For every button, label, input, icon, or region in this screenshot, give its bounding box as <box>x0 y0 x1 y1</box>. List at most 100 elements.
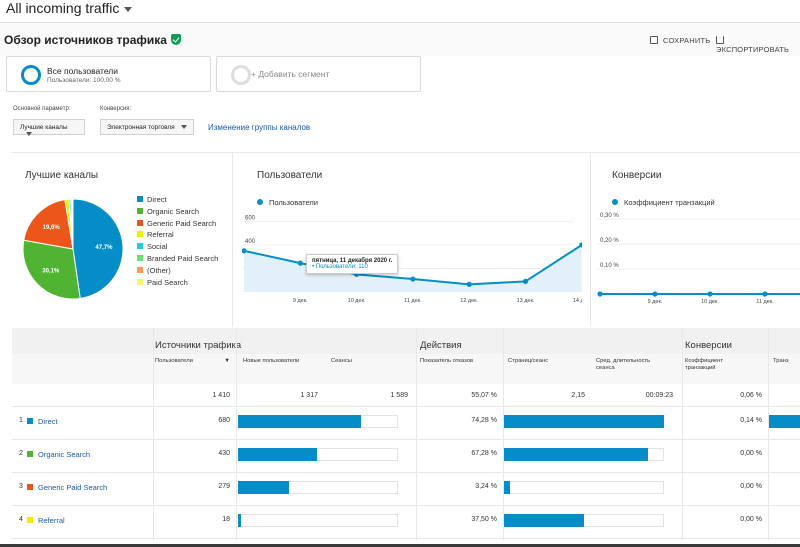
col-transactions[interactable]: Транз <box>773 358 789 364</box>
primary-dimension-select[interactable]: Лучшие каналы <box>13 119 85 137</box>
row-channel-link[interactable]: Organic Search <box>38 450 91 459</box>
users-point[interactable] <box>410 276 416 282</box>
pie-legend-item[interactable]: Organic Search <box>137 207 218 219</box>
pie-legend-item[interactable]: Direct <box>137 195 218 207</box>
conv-point[interactable] <box>597 291 603 297</box>
x-tick-label: 11 дек. <box>404 298 422 304</box>
row-channel-link[interactable]: Direct <box>38 417 58 426</box>
conversion-line-chart: 0,30 % 0,20 % 0,10 % 9 дек. 10 дек. 11 дек. <box>596 213 800 305</box>
row-divider <box>12 472 800 473</box>
group-acquisition: Источники трафика <box>155 340 242 351</box>
panel-divider <box>232 152 233 327</box>
conv-series-legend: Коэффициент транзакций <box>612 198 715 207</box>
export-button[interactable]: ЭКСПОРТИРОВАТЬ <box>716 36 800 54</box>
bar-pages <box>504 448 648 461</box>
users-point[interactable] <box>297 260 303 266</box>
total-new-users: 1 317 <box>300 392 318 399</box>
x-tick-label: 12 дек. <box>460 298 478 304</box>
col-sessions[interactable]: Сеансы <box>331 358 352 364</box>
col-conv-rate[interactable]: Коэффициент транзакций <box>685 358 723 371</box>
bar-sessions <box>238 514 241 527</box>
table-col-header <box>12 354 800 384</box>
pie-legend-item[interactable]: Paid Search <box>137 278 218 290</box>
row-divider <box>12 505 800 506</box>
pie-legend-item[interactable]: (Other) <box>137 266 218 278</box>
primary-dimension-label: Основной параметр: <box>13 106 71 112</box>
legend-label: (Other) <box>147 265 171 275</box>
pie-slice-label: 19,6% <box>43 225 61 231</box>
save-icon <box>650 36 658 44</box>
export-icon <box>716 36 724 44</box>
x-tick-label: 9 дек. <box>293 298 308 304</box>
legend-label: Organic Search <box>147 206 200 216</box>
col-pages[interactable]: Страниц/сеанс <box>508 358 549 364</box>
legend-label: Branded Paid Search <box>147 253 219 263</box>
conv-series-label: Коэффициент транзакций <box>624 198 715 207</box>
empty-ring-icon <box>231 65 251 85</box>
col-bounce[interactable]: Показатель отказов <box>420 358 474 364</box>
pie-legend: Direct Organic Search Generic Paid Search R… <box>137 195 218 289</box>
column-divider <box>768 328 769 540</box>
row-channel-link[interactable]: Generic Paid Search <box>38 483 108 492</box>
row-users: 279 <box>218 483 230 490</box>
pie-slice-0[interactable] <box>72 198 124 300</box>
column-divider <box>682 328 683 540</box>
column-divider <box>153 328 154 540</box>
y-tick-label: 0,10 % <box>600 263 619 269</box>
bar-track <box>238 514 398 527</box>
legend-swatch <box>137 243 143 250</box>
conv-point[interactable] <box>762 291 768 297</box>
row-bounce: 74,28 % <box>471 417 497 424</box>
table-group-header <box>12 328 800 354</box>
bottom-edge <box>0 544 800 547</box>
segment-all-users[interactable]: Все пользователи Пользователи: 100,00 % <box>6 56 211 92</box>
conv-point[interactable] <box>707 291 713 297</box>
pie-legend-item[interactable]: Generic Paid Search <box>137 219 218 231</box>
pie-legend-item[interactable]: Referral <box>137 230 218 242</box>
group-behavior: Действия <box>420 340 462 351</box>
change-channel-group-link[interactable]: Изменение группы каналов <box>208 123 311 132</box>
row-number: 3 <box>19 483 23 490</box>
pie-slice-1[interactable] <box>22 239 81 300</box>
primary-dimension-value: Лучшие каналы <box>20 124 68 131</box>
users-point[interactable] <box>242 248 247 254</box>
pie-legend-item[interactable]: Branded Paid Search <box>137 254 218 266</box>
col-new-users[interactable]: Новые пользователи <box>243 358 300 364</box>
legend-swatch <box>137 266 143 273</box>
row-number: 1 <box>19 417 23 424</box>
row-number: 4 <box>19 516 23 523</box>
x-tick-label: 10 дек. <box>701 299 719 305</box>
col-users[interactable]: Пользователи ▼ <box>155 358 230 365</box>
add-segment-button[interactable]: + Добавить сегмент <box>216 56 421 92</box>
panel-divider <box>590 152 591 327</box>
conversion-select[interactable]: Электронная торговля <box>100 119 194 135</box>
page-title: Обзор источников трафика <box>4 33 167 47</box>
legend-swatch <box>137 254 143 261</box>
x-tick-label: 13 дек. <box>517 298 535 304</box>
x-tick-label: 14 дек. <box>573 298 582 304</box>
pie-slice-2[interactable] <box>23 199 74 250</box>
row-users: 680 <box>218 417 230 424</box>
legend-label: Social <box>147 242 168 252</box>
users-point[interactable] <box>522 278 529 285</box>
users-point[interactable] <box>466 281 472 287</box>
group-conversions: Конверсии <box>685 340 732 351</box>
total-conv-rate: 0,06 % <box>740 392 762 399</box>
total-users: 1 410 <box>212 392 230 399</box>
row-conv-rate: 0,00 % <box>740 483 762 490</box>
col-duration[interactable]: Сред. длительность сеанса <box>596 358 651 371</box>
total-pages: 2,15 <box>571 392 585 399</box>
conv-point[interactable] <box>652 291 658 297</box>
bar-sessions <box>238 481 290 494</box>
save-button[interactable]: СОХРАНИТЬ <box>650 36 710 45</box>
conversion-label: Конверсия: <box>100 106 132 112</box>
row-channel-link[interactable]: Referral <box>38 516 65 525</box>
chevron-down-icon <box>124 6 133 12</box>
pie-legend-item[interactable]: Social <box>137 242 218 254</box>
totals-row <box>12 384 800 406</box>
column-divider <box>503 328 504 540</box>
users-point[interactable] <box>579 242 582 248</box>
view-bar <box>0 0 800 20</box>
view-selector[interactable]: All incoming traffic <box>6 0 133 16</box>
users-series-legend: Пользователи <box>257 198 318 207</box>
